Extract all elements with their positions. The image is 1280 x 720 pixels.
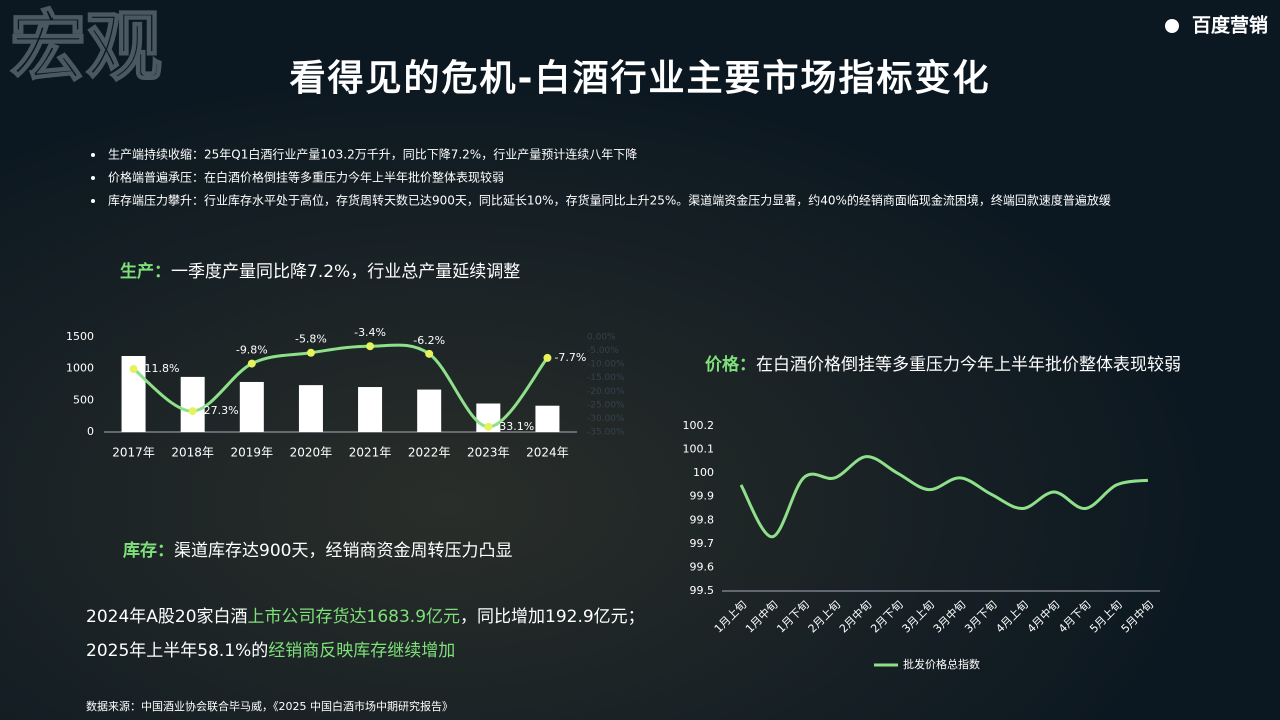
bar xyxy=(417,389,442,432)
y-tick-label: 1000 xyxy=(66,362,94,375)
y-tick-label: 100.2 xyxy=(683,419,715,432)
title: 看得见的危机-白酒行业主要市场指标变化 xyxy=(290,57,991,99)
bar xyxy=(535,405,560,432)
y2-tick-label: -25.00% xyxy=(587,400,625,410)
source: 数据来源：中国酒业协会联合毕马威，《2025 中国白酒市场中期研究报告》 xyxy=(86,699,453,713)
y2-tick-label: -35.00% xyxy=(587,428,625,438)
legend-label: 批发价格总指数 xyxy=(903,657,980,671)
section-text: 一季度产量同比降7.2%，行业总产量延续调整 xyxy=(171,262,520,282)
section-title: 库存：渠道库存达900天，经销商资金周转压力凸显 xyxy=(123,540,512,561)
y-tick-label: 99.5 xyxy=(690,584,715,597)
x-tick-label: 2020年 xyxy=(290,446,333,460)
section-title: 生产：一季度产量同比降7.2%，行业总产量延续调整 xyxy=(120,261,520,282)
y-tick-label: 0 xyxy=(87,425,94,438)
paragraph-line: 2024年A股20家白酒上市公司存货达1683.9亿元，同比增加192.9亿元； xyxy=(86,607,645,627)
y-tick-label: 100.1 xyxy=(683,443,715,456)
line-marker xyxy=(425,349,434,358)
y-tick-label: 100 xyxy=(693,466,714,479)
data-label: -27.3% xyxy=(200,404,239,417)
y2-tick-label: -20.00% xyxy=(587,387,625,397)
line xyxy=(739,455,1149,539)
watermark: 宏观 xyxy=(10,2,162,91)
x-tick-label: 2023年 xyxy=(467,446,510,460)
data-label: -11.8% xyxy=(141,362,180,375)
y-tick-label: 99.9 xyxy=(690,490,715,503)
bar xyxy=(358,387,383,432)
x-tick-label: 2017年 xyxy=(112,446,155,460)
section-label: 库存： xyxy=(123,540,174,561)
line-marker xyxy=(306,348,315,357)
data-label: -5.8% xyxy=(295,333,327,346)
bullet-text: 价格端普遍承压：在白酒价格倒挂等多重压力今年上半年批价整体表现较弱 xyxy=(108,170,504,185)
y-tick-label: 99.6 xyxy=(690,560,715,573)
x-tick-label: 2018年 xyxy=(171,446,214,460)
paragraph-segment: 2024年A股20家白酒 xyxy=(86,607,248,627)
bullet-text: 库存端压力攀升：行业库存水平处于高位，存货周转天数已达900天，同比延长10%，… xyxy=(108,193,1111,208)
section-text: 在白酒价格倒挂等多重压力今年上半年批价整体表现较弱 xyxy=(756,355,1181,375)
bullet-dot xyxy=(91,199,95,203)
bar xyxy=(180,376,205,432)
data-label: -9.8% xyxy=(236,344,268,357)
line-marker xyxy=(484,422,493,431)
data-label: -33.1% xyxy=(495,420,534,433)
x-tick-label: 2019年 xyxy=(231,446,274,460)
bar xyxy=(298,385,323,432)
y-tick-label: 1500 xyxy=(66,330,94,343)
line-marker xyxy=(543,353,552,362)
paragraph-segment: ，同比增加192.9亿元； xyxy=(460,607,645,627)
section-label: 价格： xyxy=(705,354,756,375)
section-title: 价格：在白酒价格倒挂等多重压力今年上半年批价整体表现较弱 xyxy=(705,354,1181,375)
line-marker xyxy=(129,365,138,374)
section-label: 生产： xyxy=(120,261,171,282)
section-text: 渠道库存达900天，经销商资金周转压力凸显 xyxy=(174,541,512,561)
bullet-dot xyxy=(91,153,95,157)
x-tick-label: 2022年 xyxy=(408,446,451,460)
y2-tick-label: -5.00% xyxy=(587,346,619,356)
line-marker xyxy=(247,359,256,368)
line-marker xyxy=(366,342,375,351)
data-label: -3.4% xyxy=(354,326,386,339)
paragraph-segment: 2025年上半年58.1%的 xyxy=(86,641,268,661)
x-tick-label: 2021年 xyxy=(349,446,392,460)
data-label: -7.7% xyxy=(554,351,586,364)
data-label: -6.2% xyxy=(413,334,445,347)
paragraph-line: 2025年上半年58.1%的经销商反映库存继续增加 xyxy=(86,641,455,661)
x-tick-label: 2024年 xyxy=(526,446,569,460)
y2-tick-label: -15.00% xyxy=(587,373,625,383)
y-tick-label: 99.7 xyxy=(690,537,715,550)
y-tick-label: 500 xyxy=(73,393,94,406)
paragraph-segment: 经销商反映库存继续增加 xyxy=(268,641,455,661)
y2-tick-label: -10.00% xyxy=(587,360,625,370)
y2-tick-label: -30.00% xyxy=(587,414,625,424)
line-marker xyxy=(188,407,197,416)
bullets: 生产端持续收缩：25年Q1白酒行业产量103.2万千升，同比下降7.2%，行业产… xyxy=(91,147,1111,208)
bullet-text: 生产端持续收缩：25年Q1白酒行业产量103.2万千升，同比下降7.2%，行业产… xyxy=(108,147,637,162)
bar xyxy=(239,381,264,432)
inventory-detail: 2024年A股20家白酒上市公司存货达1683.9亿元，同比增加192.9亿元；… xyxy=(86,607,645,661)
logo: 百度营销 xyxy=(1192,14,1268,37)
y-tick-label: 99.8 xyxy=(690,513,715,526)
bullet-dot xyxy=(91,176,95,180)
paragraph-segment: 上市公司存货达1683.9亿元 xyxy=(248,607,460,627)
logo-icon xyxy=(1165,19,1179,33)
y2-tick-label: 0.00% xyxy=(587,333,616,343)
